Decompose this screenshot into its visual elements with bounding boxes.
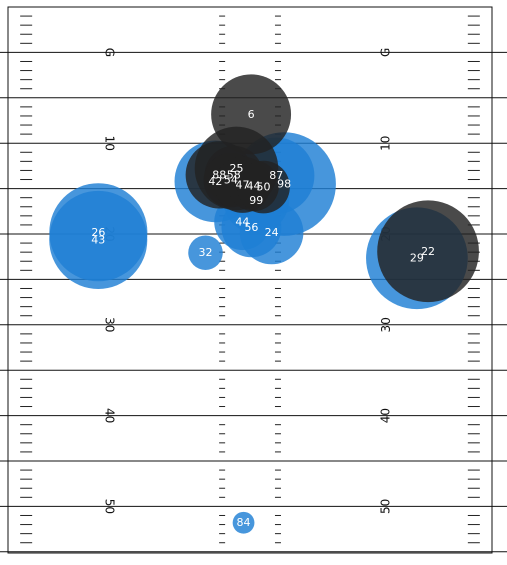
player-number-label: 43 bbox=[91, 233, 105, 246]
player-number-label: 88 bbox=[212, 168, 226, 181]
field-border bbox=[7, 6, 493, 554]
player-number-label: 22 bbox=[421, 245, 435, 258]
player-circle bbox=[49, 190, 148, 289]
player-number-label: 24 bbox=[265, 226, 279, 239]
yard-number-left: 40 bbox=[103, 408, 117, 423]
player-number-label: 29 bbox=[410, 252, 424, 265]
player-number-label: 47 bbox=[236, 178, 250, 191]
player-number-label: 6 bbox=[248, 108, 255, 121]
player-circle bbox=[232, 511, 255, 534]
player-circle bbox=[237, 160, 290, 214]
player-number-label: 50 bbox=[257, 181, 271, 194]
player-number-label: 58 bbox=[227, 168, 241, 181]
player-number-label: 25 bbox=[229, 162, 243, 175]
player-number-label: 42 bbox=[208, 175, 222, 188]
player-number-label: 98 bbox=[277, 178, 291, 191]
yard-number-left: 30 bbox=[103, 317, 117, 332]
hash-marks bbox=[20, 15, 480, 544]
player-circle bbox=[188, 235, 223, 270]
yard-number-right: 10 bbox=[379, 136, 393, 151]
player-number-label: 32 bbox=[199, 246, 213, 259]
yard-number-left: G bbox=[103, 48, 117, 57]
player-number-label: 87 bbox=[269, 169, 283, 182]
yard-number-right: 50 bbox=[379, 499, 393, 514]
player-number-label: 99 bbox=[249, 194, 263, 207]
yard-number-right: 30 bbox=[379, 317, 393, 332]
player-number-label: 44 bbox=[235, 215, 249, 228]
yard-number-left: 50 bbox=[103, 499, 117, 514]
player-markers bbox=[49, 74, 479, 534]
player-number-label: 26 bbox=[91, 226, 105, 239]
yard-number-right: G bbox=[379, 48, 393, 57]
yard-number-right: 40 bbox=[379, 408, 393, 423]
player-number-label: 84 bbox=[237, 516, 251, 529]
player-number-label: 54 bbox=[224, 174, 238, 187]
player-number-label: 44 bbox=[247, 179, 261, 192]
player-number-label: 56 bbox=[244, 221, 258, 234]
yard-number-left: 10 bbox=[103, 136, 117, 151]
player-circle bbox=[377, 200, 479, 303]
yard-numbers: GG10102020303040405050 bbox=[103, 48, 393, 514]
